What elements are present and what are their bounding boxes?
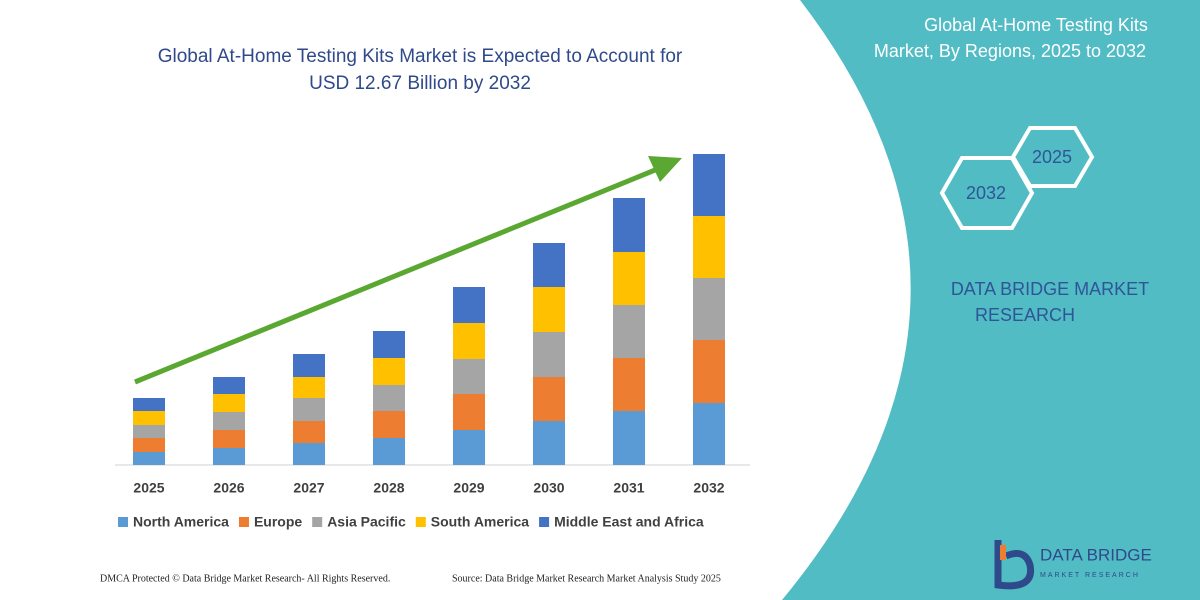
- legend-swatch: [415, 517, 426, 527]
- legend-label: Asia Pacific: [327, 514, 406, 530]
- bar-segment: [213, 448, 245, 465]
- brand-line: RESEARCH: [975, 305, 1075, 325]
- bar-segment: [133, 411, 165, 425]
- x-tick-label: 2030: [533, 480, 564, 496]
- bar-segment: [293, 377, 325, 398]
- bar-segment: [213, 412, 245, 430]
- x-tick-label: 2025: [133, 480, 164, 496]
- legend-swatch: [539, 517, 550, 527]
- bar-segment: [453, 287, 485, 323]
- legend-swatch: [312, 517, 323, 527]
- bar-segment: [613, 411, 645, 465]
- x-tick-label: 2027: [293, 480, 324, 496]
- x-tick-label: 2028: [373, 480, 404, 496]
- bar-segment: [213, 394, 245, 412]
- bar-segment: [613, 252, 645, 305]
- bar-segment: [453, 323, 485, 359]
- logo: DATA BRIDGE MARKET RESEARCH: [994, 540, 1152, 590]
- logo-tagline: MARKET RESEARCH: [1040, 572, 1140, 579]
- bar-segment: [453, 430, 485, 465]
- x-tick-label: 2032: [693, 480, 724, 496]
- title-line: USD 12.67 Billion by 2032: [309, 73, 531, 94]
- bar-segment: [693, 278, 725, 340]
- bar-segment: [533, 287, 565, 332]
- logo-name: DATA BRIDGE: [1040, 545, 1152, 564]
- bar-segment: [373, 385, 405, 411]
- x-tick-label: 2031: [613, 480, 644, 496]
- legend-label: South America: [431, 514, 529, 530]
- bar-segment: [453, 394, 485, 430]
- bar-segment: [533, 243, 565, 287]
- panel-title-line: Market, By Regions, 2025 to 2032: [874, 41, 1146, 61]
- legend-label: Europe: [254, 514, 302, 530]
- legend: North America Europe Asia Pacific South Ame…: [118, 514, 704, 530]
- legend-label: North America: [133, 514, 229, 530]
- panel-title: Global At-Home Testing Kits Market, By R…: [874, 15, 1148, 61]
- bar-segment: [293, 354, 325, 377]
- bar-segment: [293, 398, 325, 421]
- bar-segment: [133, 452, 165, 465]
- bar-segment: [693, 216, 725, 278]
- bar-segment: [133, 438, 165, 452]
- brand-line: DATA BRIDGE MARKET: [951, 279, 1149, 299]
- x-tick-label: 2026: [213, 480, 244, 496]
- bar-segment: [693, 154, 725, 216]
- bar-segment: [133, 398, 165, 411]
- hexagon: [939, 156, 1035, 230]
- bar-segment: [533, 332, 565, 377]
- bar-segment: [213, 377, 245, 394]
- bar-segment: [373, 411, 405, 438]
- bar-segment: [133, 425, 165, 438]
- hex-label: 2032: [966, 183, 1006, 203]
- bar-segment: [453, 359, 485, 394]
- bar-segment: [613, 198, 645, 252]
- legend-swatch: [238, 517, 249, 527]
- bar-segment: [693, 340, 725, 403]
- trend-arrow: [134, 165, 661, 385]
- side-panel: [782, 0, 1200, 600]
- panel-title-line: Global At-Home Testing Kits: [924, 15, 1148, 35]
- bar-segment: [533, 377, 565, 421]
- bar-segment: [693, 403, 725, 465]
- hex-label: 2025: [1032, 147, 1072, 167]
- logo-mark: [994, 540, 1035, 590]
- bar-segment: [373, 331, 405, 358]
- chart-title: Global At-Home Testing Kits Market is Ex…: [158, 46, 683, 94]
- x-tick-label: 2029: [453, 480, 484, 496]
- bar-segment: [293, 443, 325, 465]
- arrow-head: [648, 156, 682, 182]
- bar-segment: [213, 430, 245, 448]
- footer-right: Source: Data Bridge Market Research Mark…: [452, 573, 721, 584]
- bar-segment: [613, 358, 645, 411]
- title-line: Global At-Home Testing Kits Market is Ex…: [158, 46, 683, 67]
- brand: DATA BRIDGE MARKET RESEARCH: [951, 279, 1149, 325]
- bar-segment: [373, 358, 405, 385]
- bar-segment: [533, 421, 565, 465]
- footer-left: DMCA Protected © Data Bridge Market Rese…: [100, 573, 390, 584]
- bar-segment: [293, 421, 325, 443]
- bar-segment: [613, 305, 645, 358]
- bar-segment: [373, 438, 405, 465]
- legend-label: Middle East and Africa: [554, 514, 704, 530]
- legend-swatch: [118, 517, 128, 527]
- bars: 2025 2026 2027 2028 2029 2030 2031 2032: [133, 154, 725, 496]
